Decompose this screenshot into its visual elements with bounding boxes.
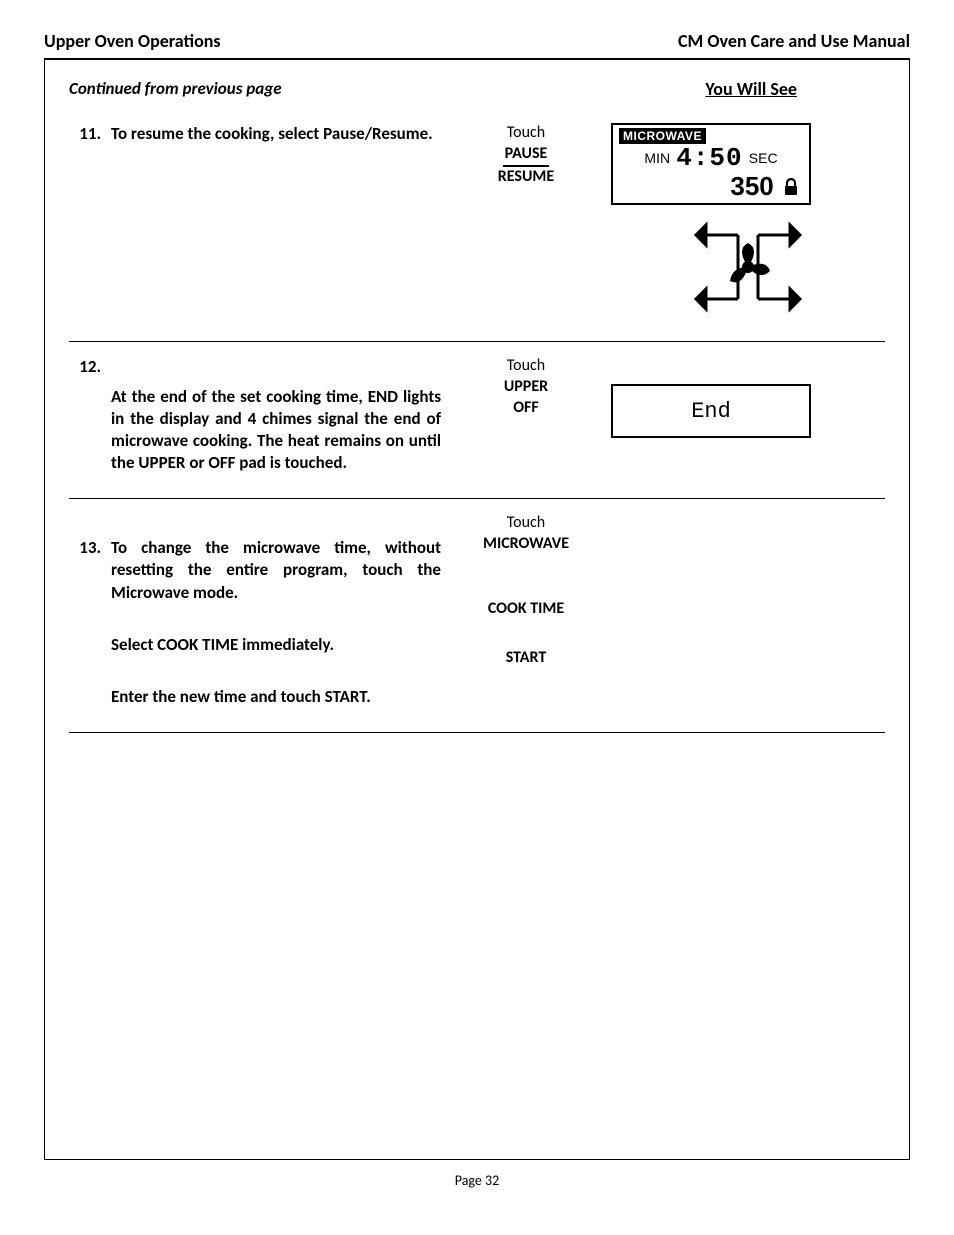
display-temp-row: 350 (619, 173, 803, 199)
step-touch-col: Touch UPPER OFF (451, 356, 601, 474)
pause-label: PAUSE (503, 144, 550, 167)
step-text-c: Enter the new time and touch START. (111, 686, 441, 708)
step-text-col: To change the microwave time, without re… (111, 513, 441, 707)
end-display: End (611, 384, 811, 438)
step-13: 13. To change the microwave time, withou… (69, 499, 885, 732)
step-text-a: To change the microwave time, without re… (111, 513, 441, 603)
step-display-col (611, 513, 885, 707)
step-number: 13. (69, 513, 101, 707)
display-mode: MICROWAVE (619, 128, 706, 144)
step-touch-col: Touch MICROWAVE COOK TIME START (451, 513, 601, 707)
sec-label: SEC (749, 150, 778, 166)
step-touch-col: Touch PAUSE RESUME (451, 123, 601, 317)
step-number: 12. (69, 356, 101, 474)
touch-label: Touch (451, 356, 601, 377)
min-label: MIN (644, 150, 670, 166)
touch-label: Touch (451, 513, 601, 534)
page-header: Upper Oven Operations CM Oven Care and U… (44, 30, 910, 60)
header-left: Upper Oven Operations (44, 30, 221, 52)
fan-icon (688, 217, 808, 317)
resume-label: RESUME (498, 167, 554, 186)
cooktime-label: COOK TIME (451, 599, 601, 620)
display-time-row: MIN 4:50 SEC (619, 143, 803, 173)
page-frame: Continued from previous page You Will Se… (44, 60, 910, 1160)
step-display-col: MICROWAVE MIN 4:50 SEC 350 (611, 123, 885, 317)
step-11: 11. To resume the cooking, select Pause/… (69, 109, 885, 342)
upper-label: UPPER (451, 377, 601, 398)
step-display-col: End (611, 356, 885, 474)
touch-block-c: START (451, 648, 601, 669)
step-number: 11. (69, 123, 101, 317)
page-footer: Page 32 (44, 1172, 910, 1189)
you-will-see-heading: You Will See (705, 78, 797, 100)
temp-value: 350 (730, 171, 773, 201)
header-right: CM Oven Care and Use Manual (678, 30, 910, 52)
touch-block-a: Touch MICROWAVE (451, 513, 601, 555)
off-label: OFF (451, 398, 601, 419)
end-text: End (691, 399, 731, 424)
start-label: START (451, 648, 601, 669)
lock-icon (783, 174, 799, 192)
step-text-b: Select COOK TIME immediately. (111, 634, 441, 656)
step-text: To resume the cooking, select Pause/Resu… (111, 123, 441, 317)
time-value: 4:50 (676, 143, 742, 173)
step-text: At the end of the set cooking time, END … (111, 356, 441, 474)
oven-display: MICROWAVE MIN 4:50 SEC 350 (611, 123, 811, 205)
pause-resume-button-label: PAUSE RESUME (451, 144, 601, 188)
touch-label: Touch (451, 123, 601, 144)
touch-block-b: COOK TIME (451, 599, 601, 620)
step-12: 12. At the end of the set cooking time, … (69, 342, 885, 499)
microwave-label: MICROWAVE (451, 534, 601, 555)
